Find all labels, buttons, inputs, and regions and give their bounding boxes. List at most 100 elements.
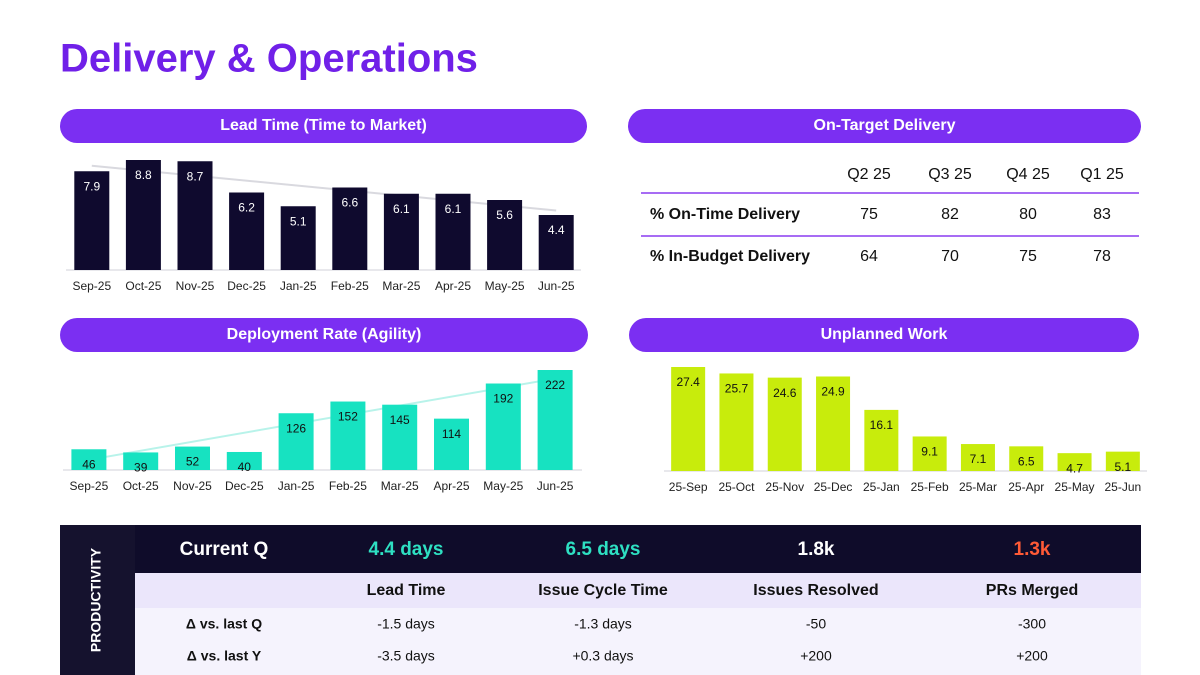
delta-value: -50 [806,616,826,632]
trend-line [91,164,557,212]
bar [1057,453,1092,471]
x-tick-label: Jan-25 [280,279,317,293]
x-tick-label: Jun-25 [538,279,575,293]
bar [864,409,899,471]
x-tick-label: 25-Sep [669,480,708,494]
x-tick-label: May-25 [483,479,523,493]
bar [71,449,107,470]
delta-value: -300 [1018,616,1046,632]
page-title: Delivery & Operations [60,37,478,81]
bar-value-label: 8.8 [135,168,152,182]
x-tick-label: Sep-25 [70,479,109,493]
cell-value: 78 [1093,248,1111,265]
section-header [60,318,588,352]
bar-value-label: 152 [338,410,358,424]
cell-value: 80 [1019,206,1037,223]
x-tick-label: Feb-25 [329,479,367,493]
delta-value: -1.5 days [377,616,435,632]
delta-value: +200 [800,648,832,664]
current-value: 6.5 days [566,539,641,560]
cell-value: 75 [1019,248,1037,265]
section-header [60,109,587,143]
bar-value-label: 24.9 [821,385,845,399]
bar [177,161,213,270]
bar [671,367,706,471]
x-tick-label: Feb-25 [331,279,369,293]
bar-value-label: 5.1 [1115,460,1132,474]
x-tick-label: Apr-25 [433,479,469,493]
section-title: Unplanned Work [821,326,948,343]
x-tick-label: 25-May [1055,480,1095,494]
bar-value-label: 5.1 [290,214,307,228]
x-tick-label: Apr-25 [435,279,471,293]
x-tick-label: Nov-25 [176,279,215,293]
x-tick-label: 25-Oct [718,480,755,494]
x-tick-label: Mar-25 [381,479,419,493]
bar [332,187,368,270]
bar-value-label: 126 [286,421,306,435]
header-row-bg [135,573,1141,608]
bar [1009,446,1044,471]
delta-label: Δ vs. last Q [186,616,262,632]
bar [229,192,265,270]
bar-value-label: 6.1 [445,202,462,216]
row-label: % In-Budget Delivery [650,248,810,265]
cell-value: 70 [941,248,959,265]
section-title: On-Target Delivery [814,117,956,134]
delta-value: +200 [1016,648,1048,664]
bar-value-label: 7.9 [83,179,100,193]
bar [719,373,754,471]
bar [487,200,523,270]
bar [485,383,521,470]
bar [125,160,161,270]
bar-value-label: 24.6 [773,386,797,400]
cell-value: 83 [1093,206,1111,223]
bar [767,377,802,471]
current-label: Current Q [180,539,269,560]
metric-header: Issues Resolved [753,582,878,599]
x-tick-label: 25-Mar [959,480,997,494]
delta-value: -3.5 days [377,648,435,664]
bar [434,418,469,470]
current-row-bg [135,525,1141,573]
current-value: 1.8k [798,539,835,560]
bar-value-label: 114 [442,427,461,441]
productivity-label: PRODUCTIVITY [88,547,104,652]
x-tick-label: 25-Dec [814,480,853,494]
cell-value: 75 [860,206,878,223]
x-tick-label: Mar-25 [382,279,420,293]
column-header: Q3 25 [928,166,972,183]
current-value: 4.4 days [369,539,444,560]
row-label: % On-Time Delivery [650,206,800,223]
bar [912,436,947,471]
bar-value-label: 6.1 [393,202,410,216]
bar [175,446,210,470]
x-tick-label: 25-Jun [1104,480,1141,494]
x-tick-label: Dec-25 [225,479,264,493]
x-tick-label: 25-Apr [1008,480,1044,494]
delta-value: +0.3 days [572,648,633,664]
bar [383,193,419,270]
delta-value: -1.3 days [574,616,632,632]
bar-value-label: 8.7 [187,169,204,183]
bar-value-label: 4.4 [548,223,565,237]
column-header: Q2 25 [847,166,891,183]
productivity-side [60,525,135,675]
cell-value: 82 [941,206,959,223]
bar-value-label: 145 [390,413,410,427]
delta-label: Δ vs. last Y [187,648,262,664]
bar [435,193,471,270]
x-tick-label: Oct-25 [123,479,159,493]
metric-header: PRs Merged [986,582,1078,599]
column-header: Q1 25 [1080,166,1124,183]
column-header: Q4 25 [1006,166,1050,183]
bar-value-label: 52 [186,455,200,469]
metric-header: Lead Time [367,582,446,599]
bar-value-label: 192 [493,392,513,406]
x-tick-label: Dec-25 [227,279,266,293]
bar-value-label: 7.1 [970,452,987,466]
section-title: Deployment Rate (Agility) [227,326,422,343]
x-tick-label: Oct-25 [125,279,161,293]
x-tick-label: 25-Jan [863,480,900,494]
